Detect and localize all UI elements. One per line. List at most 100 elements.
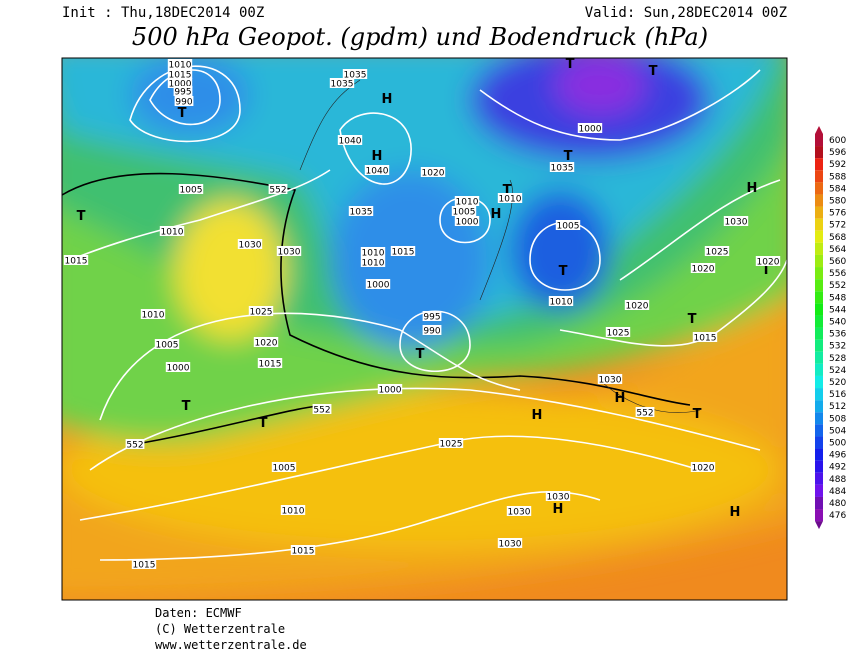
isobar-label: 1030 (725, 218, 748, 228)
colorbar-label: 508 (829, 414, 846, 424)
isobar-label: 990 (423, 327, 440, 337)
colorbar-swatch (815, 375, 823, 389)
colorbar-swatch (815, 206, 823, 219)
label-box (178, 184, 204, 194)
isobar-label: 1005 (156, 341, 179, 351)
label-box (268, 184, 288, 194)
isobar-label: 1000 (167, 364, 190, 374)
isobar-label: 1010 (282, 507, 305, 517)
label-box (690, 462, 716, 472)
label-box (635, 407, 655, 417)
isobar-label: 1020 (626, 302, 649, 312)
label-box (342, 69, 368, 79)
colorbar-label: 536 (829, 330, 846, 340)
colorbar-swatch (815, 315, 823, 328)
isobar-label: 1000 (169, 80, 192, 90)
label-box (704, 246, 730, 256)
isobar-label: 1015 (259, 360, 282, 370)
isobar-label: 1020 (692, 265, 715, 275)
label-box (237, 239, 263, 249)
colorbar-swatch (815, 242, 823, 255)
colorbar-label: 524 (829, 366, 846, 376)
isobar-label: 1015 (392, 248, 415, 258)
colorbar-label: 480 (829, 499, 846, 509)
colorbar-swatch (815, 133, 823, 147)
isobar-label: 1000 (456, 218, 479, 228)
pressure-center: H (730, 505, 741, 520)
label-box (312, 404, 332, 414)
colorbar-label: 484 (829, 487, 846, 497)
colorbar-swatch (815, 327, 823, 340)
colorbar-label: 528 (829, 354, 846, 364)
colorbar-label: 592 (829, 160, 846, 170)
label-box (165, 362, 191, 372)
isobar-label: 1000 (579, 125, 602, 135)
colorbar-swatch (815, 472, 823, 485)
colorbar-label: 580 (829, 197, 846, 207)
isobar-label: 1010 (456, 198, 479, 208)
isobar-label: 1010 (499, 195, 522, 205)
label-box (377, 384, 403, 394)
label-box (63, 255, 89, 265)
colorbar-swatch (815, 194, 823, 207)
label-box (390, 246, 416, 256)
colorbar-swatch (815, 496, 823, 510)
pressure-center: T (503, 183, 512, 198)
pressure-center: T (762, 263, 771, 278)
colorbar-swatch (815, 303, 823, 316)
label-box (506, 506, 532, 516)
colorbar-label: 544 (829, 305, 846, 315)
isobar-label: 1025 (706, 248, 729, 258)
label-box (422, 325, 442, 335)
pressure-center: H (747, 181, 758, 196)
pressure-center: H (553, 502, 564, 517)
label-box (723, 216, 749, 226)
label-box (280, 505, 306, 515)
isobar-label: 1020 (692, 464, 715, 474)
pressure-center: T (178, 106, 187, 121)
colorbar-label: 572 (829, 221, 846, 231)
isobar-label: 1030 (508, 508, 531, 518)
colorbar-label: 532 (829, 342, 846, 352)
colorbar-swatch (815, 460, 823, 473)
label-box (548, 296, 574, 306)
label-box (257, 358, 283, 368)
isobar-label: 1005 (453, 208, 476, 218)
label-box (159, 226, 185, 236)
pressure-center: H (382, 92, 393, 107)
isobar-label: 1020 (255, 339, 278, 349)
label-box (348, 206, 374, 216)
label-box (454, 196, 480, 206)
label-box (438, 438, 464, 448)
isobar-label: 552 (269, 186, 286, 196)
colorbar-label: 516 (829, 390, 846, 400)
label-box (248, 306, 274, 316)
isobar-label: 995 (174, 88, 191, 98)
isobar-label: 1030 (278, 248, 301, 258)
footer-url: www.wetterzentrale.de (155, 638, 307, 652)
label-box (497, 193, 523, 203)
colorbar-swatch (815, 412, 823, 425)
isobar-label: 990 (175, 98, 192, 108)
colorbar-label: 476 (829, 511, 846, 521)
isobar-label: 1005 (557, 222, 580, 232)
colorbar-label: 600 (829, 136, 846, 146)
colorbar-swatch (815, 424, 823, 437)
colorbar-swatch (815, 267, 823, 280)
label-box (173, 86, 193, 96)
isobar-label: 1000 (367, 281, 390, 291)
label-box (692, 332, 718, 342)
isobar-label: 1030 (239, 241, 262, 251)
pressure-center: T (416, 347, 425, 362)
colorbar-swatch (815, 448, 823, 461)
label-box (454, 216, 480, 226)
colorbar-tip (815, 125, 823, 134)
colorbar-tip (815, 521, 823, 530)
colorbar-swatch (815, 146, 823, 159)
isobar-label: 1015 (133, 561, 156, 571)
label-box (276, 246, 302, 256)
label-box (140, 309, 166, 319)
label-box (555, 220, 581, 230)
isobar-label: 1015 (292, 547, 315, 557)
